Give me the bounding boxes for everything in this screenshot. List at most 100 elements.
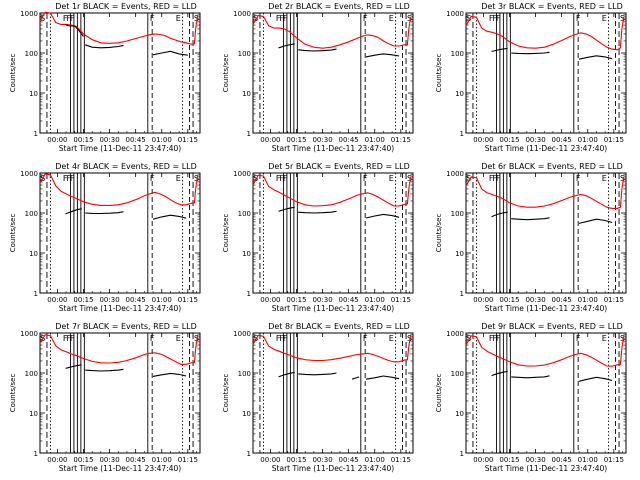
- x-tick-label: 01:15: [391, 296, 411, 304]
- lld-line: [465, 15, 625, 51]
- events-line: [85, 44, 124, 49]
- y-tick-label: 10: [29, 250, 38, 258]
- series-lld: [39, 173, 199, 206]
- lld-line: [465, 335, 625, 367]
- marker-S: S: [620, 334, 625, 343]
- x-tick-label: 01:15: [604, 136, 624, 144]
- events-line: [578, 218, 613, 224]
- y-tick-label: 10: [455, 250, 464, 258]
- marker-S: S: [194, 334, 199, 343]
- y-tick-label: 1: [460, 450, 464, 458]
- x-tick-label: 00:45: [126, 456, 146, 464]
- marker-F: F: [492, 14, 497, 23]
- x-tick-label: 00:30: [312, 296, 332, 304]
- marker-F: F: [363, 174, 368, 183]
- y-axis-label: Counts/sec: [9, 374, 17, 413]
- x-tick-label: 01:00: [578, 296, 598, 304]
- events-line: [511, 51, 550, 55]
- y-tick-label: 10: [242, 410, 251, 418]
- y-tick-label: 1000: [446, 330, 464, 338]
- events-line: [298, 372, 337, 376]
- y-tick-label: 100: [238, 50, 251, 58]
- y-tick-label: 10: [455, 90, 464, 98]
- marker-F: F: [70, 334, 75, 343]
- y-tick-label: 100: [451, 210, 464, 218]
- marker-S: S: [466, 174, 471, 183]
- events-line: [511, 217, 550, 221]
- series-lld: [252, 334, 412, 363]
- x-tick-label: 00:30: [99, 296, 119, 304]
- series-events: [65, 364, 187, 377]
- marker-F: F: [63, 174, 68, 183]
- events-line: [65, 208, 82, 215]
- x-tick-label: 01:00: [365, 136, 385, 144]
- y-tick-label: 1000: [233, 10, 251, 18]
- marker-E: E: [389, 334, 394, 343]
- marker-S: S: [466, 334, 471, 343]
- x-tick-label: 00:00: [473, 456, 493, 464]
- x-tick-label: 00:30: [525, 456, 545, 464]
- y-tick-label: 1: [34, 290, 38, 298]
- chart-title: Det 7r BLACK = Events, RED = LLD: [55, 322, 197, 331]
- marker-F: F: [489, 14, 494, 23]
- detector-panel-4: Det 4r BLACK = Events, RED = LLD 1 10 100 10…: [9, 162, 201, 313]
- series-lld: [465, 176, 625, 209]
- y-tick-label: 1: [34, 450, 38, 458]
- x-tick-label: 01:00: [152, 136, 172, 144]
- marker-E: E: [602, 174, 607, 183]
- y-tick-label: 100: [25, 210, 38, 218]
- marker-S: S: [620, 14, 625, 23]
- x-tick-label: 00:15: [286, 136, 306, 144]
- marker-F: F: [276, 174, 281, 183]
- x-tick-label: 00:45: [552, 136, 572, 144]
- series-lld: [39, 334, 199, 365]
- marker-F: F: [576, 334, 581, 343]
- x-tick-label: 00:45: [339, 136, 359, 144]
- y-tick-label: 1000: [20, 10, 38, 18]
- y-tick-label: 1000: [233, 330, 251, 338]
- marker-F: F: [496, 174, 501, 183]
- x-tick-label: 01:15: [391, 136, 411, 144]
- plot-frame: [39, 172, 201, 294]
- x-tick-label: 00:30: [312, 456, 332, 464]
- x-tick-label: 00:45: [552, 296, 572, 304]
- plot-frame: [39, 12, 201, 134]
- plot-frame: [252, 12, 414, 134]
- x-tick-label: 01:00: [578, 456, 598, 464]
- y-tick-label: 100: [25, 370, 38, 378]
- y-tick-label: 1000: [20, 330, 38, 338]
- x-tick-label: 00:45: [552, 456, 572, 464]
- y-tick-label: 1: [247, 130, 251, 138]
- chart-title: Det 8r BLACK = Events, RED = LLD: [268, 322, 410, 331]
- y-tick-label: 10: [29, 90, 38, 98]
- marker-F: F: [489, 174, 494, 183]
- events-line: [65, 364, 82, 369]
- marker-F: F: [283, 174, 288, 183]
- series-lld: [465, 15, 625, 51]
- marker-F: F: [363, 14, 368, 23]
- series-events: [278, 43, 400, 58]
- y-axis-label: Counts/sec: [222, 374, 230, 413]
- series-events: [278, 371, 400, 380]
- marker-S: S: [253, 174, 258, 183]
- marker-F: F: [492, 334, 497, 343]
- detector-panel-3: Det 3r BLACK = Events, RED = LLD 1 10 100 10…: [435, 2, 627, 153]
- events-line: [365, 213, 400, 219]
- x-axis-label: Start Time (11-Dec-11 23:47:40): [272, 144, 394, 153]
- y-axis-label: Counts/sec: [9, 214, 17, 253]
- x-tick-label: 00:45: [126, 296, 146, 304]
- y-tick-label: 10: [242, 250, 251, 258]
- y-tick-label: 10: [455, 410, 464, 418]
- y-axis-label: Counts/sec: [9, 54, 17, 93]
- y-tick-label: 100: [238, 210, 251, 218]
- marker-F: F: [489, 334, 494, 343]
- x-tick-label: 00:00: [47, 456, 67, 464]
- events-line: [152, 50, 188, 56]
- events-line: [365, 375, 400, 380]
- events-line: [578, 376, 613, 382]
- chart-title: Det 6r BLACK = Events, RED = LLD: [481, 162, 623, 171]
- series-events: [491, 211, 613, 224]
- marker-F: F: [150, 174, 155, 183]
- event-lines: [472, 173, 620, 293]
